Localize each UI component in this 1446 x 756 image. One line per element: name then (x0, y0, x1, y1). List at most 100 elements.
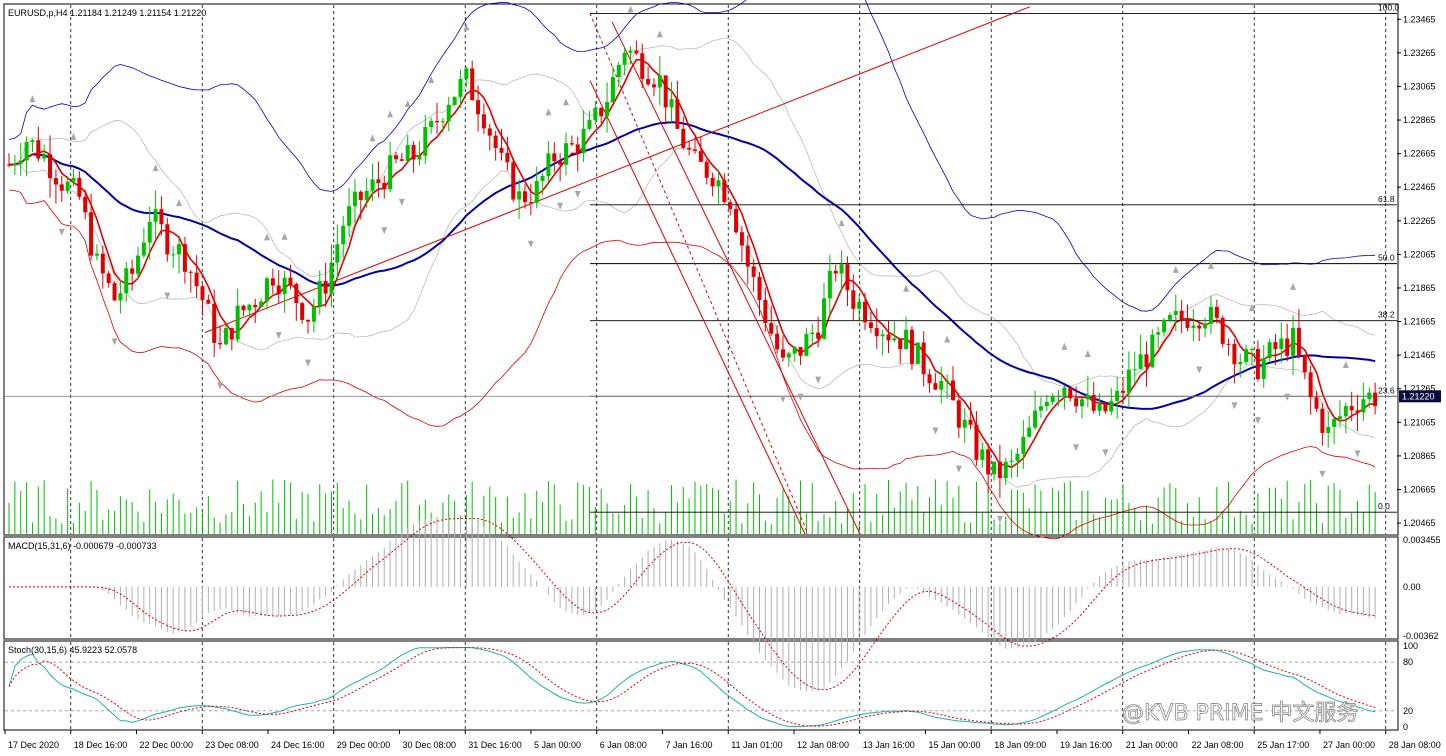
candle-body (177, 244, 182, 255)
candle-body (1367, 392, 1372, 400)
candle-body (1167, 315, 1172, 320)
candle-body (1179, 310, 1184, 320)
candle-body (681, 128, 686, 148)
macd-panel[interactable] (3, 536, 1399, 640)
candle-body (675, 99, 680, 129)
candle-body (206, 299, 211, 304)
candle-body (1320, 408, 1325, 433)
candle-body (651, 84, 656, 88)
candle-body (780, 349, 785, 358)
current-price-label: 1.21220 (1402, 391, 1435, 401)
fractal-up-icon (70, 132, 77, 140)
candle-body (622, 52, 627, 65)
price-tick-label: 1.21665 (1403, 317, 1436, 327)
candle-body (757, 276, 762, 300)
candle-body (968, 419, 973, 425)
candle-body (704, 161, 709, 178)
candle-body (564, 143, 569, 165)
trend-line-up (204, 6, 1031, 333)
candle-body (306, 319, 311, 322)
candle-body (599, 108, 604, 117)
time-tick-label: 31 Dec 16:00 (468, 740, 522, 750)
candle-body (1214, 306, 1219, 318)
fractal-down-icon (1319, 470, 1326, 478)
candle-body (1314, 397, 1319, 409)
candle-body (435, 120, 440, 123)
fractal-down-icon (932, 427, 939, 435)
candle-body (956, 400, 961, 428)
price-tick-label: 1.22865 (1403, 115, 1436, 125)
candle-body (610, 77, 615, 102)
fractal-up-icon (1084, 349, 1091, 357)
price-tick-label: 1.22065 (1403, 249, 1436, 259)
time-tick-label: 18 Jan 09:00 (994, 740, 1046, 750)
candle-body (24, 142, 29, 161)
fractal-down-icon (574, 190, 581, 198)
candle-body (130, 268, 135, 274)
candle-body (188, 271, 193, 273)
time-tick-label: 17 Dec 2020 (8, 740, 59, 750)
price-tick-label: 1.21865 (1403, 283, 1436, 293)
candle-body (904, 329, 909, 350)
candle-body (71, 177, 76, 182)
candle-body (106, 273, 111, 284)
candle-body (341, 225, 346, 245)
fractal-down-icon (1231, 402, 1238, 410)
time-tick-label: 6 Jan 08:00 (600, 740, 647, 750)
fractal-down-icon (1196, 366, 1203, 374)
fractal-up-icon (1061, 342, 1068, 350)
candle-body (950, 380, 955, 401)
candle-body (1103, 404, 1108, 412)
candle-body (1068, 387, 1073, 399)
candle-body (569, 143, 574, 145)
chart-title: EURUSD,p,H4 1.21184 1.21249 1.21154 1.21… (8, 8, 206, 18)
candle-body (481, 114, 486, 129)
fib-label: 0.0 (1378, 501, 1390, 511)
candle-body (634, 50, 639, 54)
candle-body (1091, 394, 1096, 411)
candle-body (464, 68, 469, 79)
candle-body (997, 461, 1002, 479)
fractal-up-icon (1342, 361, 1349, 369)
candle-body (147, 221, 152, 243)
trend-lines (204, 6, 1031, 535)
fractal-down-icon (275, 332, 282, 340)
candle-body (886, 334, 891, 341)
candle-body (517, 191, 522, 200)
candle-body (159, 209, 164, 225)
stoch-panel[interactable] (3, 640, 1399, 731)
candle-body (1279, 338, 1284, 349)
candle-body (939, 380, 944, 390)
candle-body (892, 338, 897, 341)
candle-body (915, 342, 920, 364)
candle-body (1361, 399, 1366, 413)
candle-body (646, 78, 651, 85)
fractal-down-icon (381, 227, 388, 235)
fib-label: 61.8 (1378, 194, 1395, 204)
candle-body (1015, 453, 1020, 461)
price-panel[interactable] (3, 3, 1399, 536)
candle-body (382, 183, 387, 190)
candle-body (300, 303, 305, 320)
candle-body (1337, 416, 1342, 420)
channel-line-lower (589, 80, 806, 535)
price-tick-label: 1.22465 (1403, 182, 1436, 192)
candle-body (821, 298, 826, 339)
stoch-tick-label: 0 (1403, 722, 1408, 732)
candle-body (698, 150, 703, 162)
fractal-up-icon (1172, 265, 1179, 273)
bollinger-upper (8, 0, 1376, 312)
candle-body (962, 419, 967, 428)
candle-body (933, 383, 938, 390)
candle-body (499, 147, 504, 153)
stochastic-indicator: 100 80 20 0 (5, 641, 1418, 732)
candle-body (1150, 334, 1155, 368)
candle-body (1226, 343, 1231, 345)
candle-body (223, 328, 228, 345)
candle-body (1326, 426, 1331, 433)
stoch-label: Stoch(30,15,6) 45.9223 52.0578 (8, 645, 137, 655)
time-tick-label: 24 Dec 16:00 (271, 740, 325, 750)
fractal-down-icon (1073, 444, 1080, 452)
moving-average-slow (8, 121, 1376, 410)
